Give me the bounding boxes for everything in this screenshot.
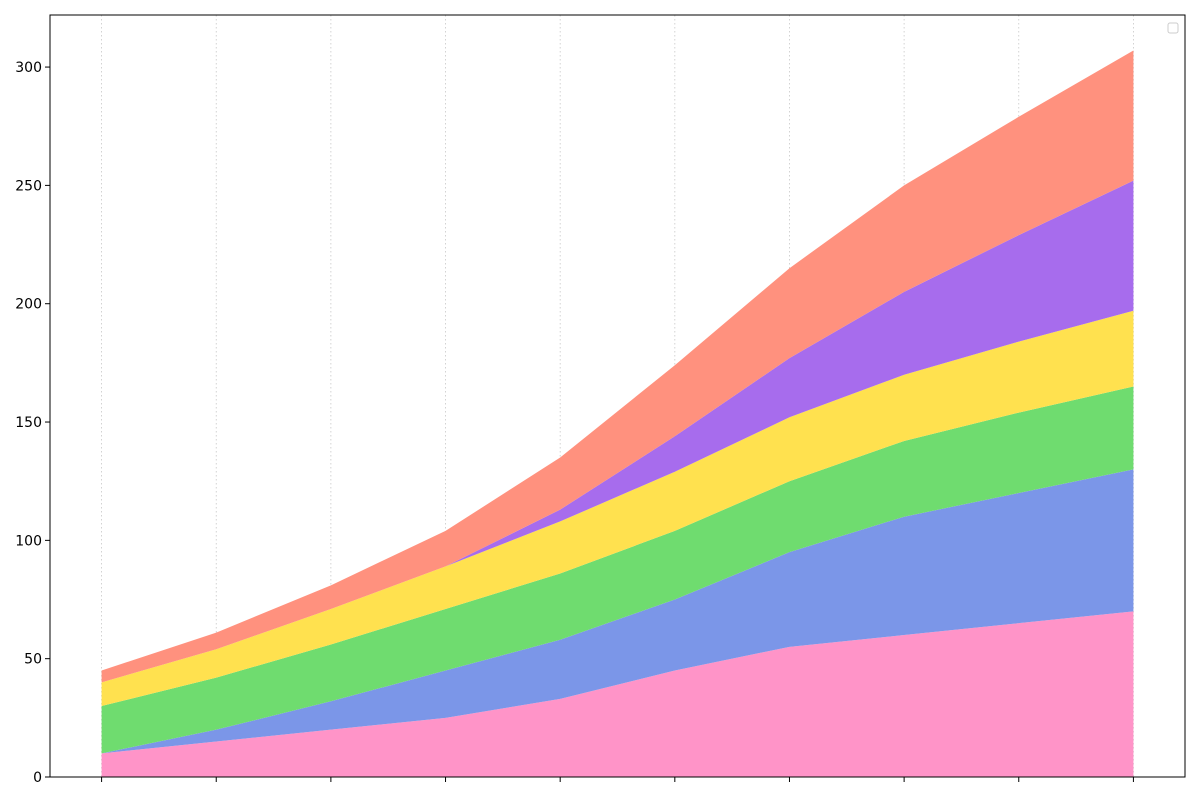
y-tick-label-200: 200: [15, 297, 42, 313]
axes: 0 50 100 150 200 250 300: [15, 14, 1186, 786]
area-series-2: [101, 469, 1134, 754]
legend: [1167, 22, 1179, 34]
area-series-5: [101, 180, 1134, 683]
y-tick-label-250: 250: [15, 178, 42, 194]
area-series-6: [101, 50, 1134, 683]
area-series-4: [101, 310, 1134, 707]
y-tick-label-150: 150: [15, 415, 42, 431]
area-series-3: [101, 386, 1134, 754]
y-tick-label-0: 0: [33, 770, 42, 786]
y-tick-label-100: 100: [15, 533, 42, 549]
y-tick-label-300: 300: [15, 60, 42, 76]
area-series-group: [101, 50, 1134, 777]
area-series-1: [101, 611, 1134, 777]
y-tick-label-50: 50: [24, 652, 42, 668]
plot-frame: [49, 14, 1186, 778]
legend-box: [1167, 22, 1179, 34]
